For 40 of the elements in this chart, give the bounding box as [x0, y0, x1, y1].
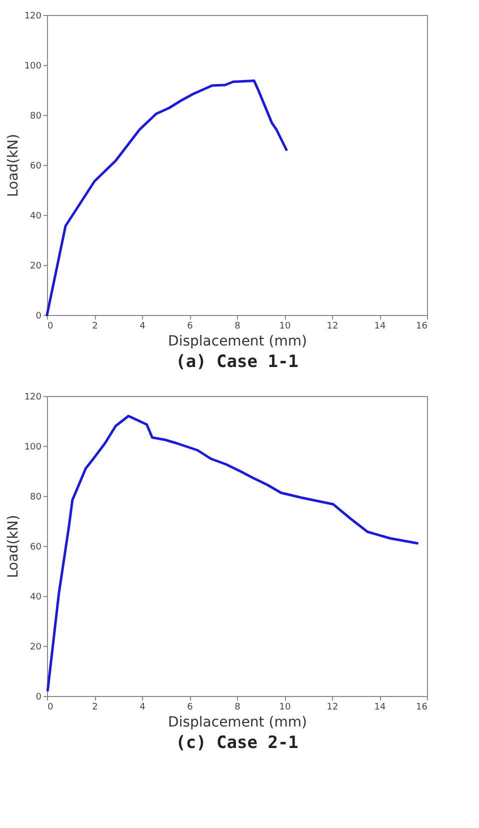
line-series	[46, 80, 288, 316]
y-tick-label: 100	[24, 442, 42, 452]
y-tick-label: 0	[36, 692, 42, 702]
x-tick-label: 4	[140, 702, 146, 712]
y-tick-label: 40	[30, 592, 42, 602]
y-tick-label: 20	[30, 642, 42, 652]
x-axis-title: Displacement (mm)	[168, 334, 307, 350]
y-tick-label: 40	[30, 212, 42, 222]
x-tick-label: 12	[326, 702, 338, 712]
x-tick-label: 16	[416, 702, 428, 712]
y-axis-title: Load(kN)	[5, 514, 22, 578]
x-tick-label: 4	[140, 322, 146, 332]
y-tick-label: 0	[36, 312, 42, 322]
x-tick-label: 10	[279, 322, 291, 332]
text: (c) Case 2-1	[176, 733, 298, 753]
text: (a) Case 1-1	[176, 352, 298, 372]
y-tick-label: 100	[24, 62, 42, 72]
line-series	[46, 414, 419, 692]
x-tick-label: 6	[187, 702, 194, 712]
x-tick-label: 14	[374, 322, 386, 332]
x-tick-label: 14	[374, 702, 386, 712]
x-tick-label: 2	[92, 702, 98, 712]
y-tick-label: 20	[30, 262, 42, 272]
y-tick-label: 80	[30, 112, 42, 122]
y-tick-label: 120	[24, 392, 42, 402]
x-tick-label: 2	[92, 322, 98, 332]
x-tick-label: 8	[234, 322, 241, 332]
x-tick-label: 0	[48, 322, 54, 332]
x-tick-label: 8	[234, 702, 241, 712]
x-tick-label: 6	[187, 322, 194, 332]
x-tick-label: 12	[326, 322, 338, 332]
x-tick-label: 16	[416, 322, 428, 332]
y-tick-label: 60	[30, 162, 42, 172]
x-axis-title: Displacement (mm)	[168, 714, 307, 730]
y-tick-label: 120	[24, 12, 42, 22]
x-tick-label: 10	[279, 702, 291, 712]
y-tick-label: 80	[30, 492, 42, 502]
x-tick-label: 0	[48, 702, 54, 712]
y-tick-label: 60	[30, 542, 42, 552]
y-axis-title: Load(kN)	[5, 134, 22, 198]
